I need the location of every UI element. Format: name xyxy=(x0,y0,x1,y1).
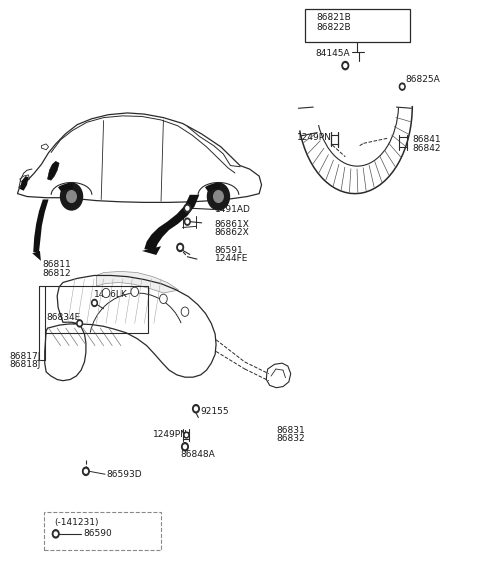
Circle shape xyxy=(185,434,188,437)
Circle shape xyxy=(177,243,183,251)
Polygon shape xyxy=(32,251,41,261)
Circle shape xyxy=(77,320,83,327)
Text: 86842: 86842 xyxy=(412,144,441,152)
Polygon shape xyxy=(20,176,28,190)
Polygon shape xyxy=(48,162,59,180)
Text: 1249PN: 1249PN xyxy=(297,133,331,142)
Circle shape xyxy=(92,299,97,306)
Text: 86832: 86832 xyxy=(276,434,304,443)
Text: 92155: 92155 xyxy=(201,407,229,415)
Text: 86812: 86812 xyxy=(43,268,72,278)
Bar xyxy=(45,286,148,333)
Circle shape xyxy=(78,322,81,325)
Circle shape xyxy=(183,445,186,449)
Text: 1491AD: 1491AD xyxy=(215,205,251,214)
Text: 86831: 86831 xyxy=(276,426,305,435)
Circle shape xyxy=(84,469,87,473)
Text: 86591: 86591 xyxy=(215,246,243,255)
Text: 86817J: 86817J xyxy=(9,352,41,360)
Circle shape xyxy=(214,190,223,202)
Circle shape xyxy=(181,442,188,451)
Text: 1416LK: 1416LK xyxy=(94,289,128,299)
Bar xyxy=(305,9,410,42)
Circle shape xyxy=(93,301,96,305)
Polygon shape xyxy=(142,246,161,255)
Text: 1244FE: 1244FE xyxy=(215,254,248,263)
Circle shape xyxy=(131,287,139,297)
Text: 86841: 86841 xyxy=(412,135,441,144)
Circle shape xyxy=(159,294,167,304)
Text: 86590: 86590 xyxy=(83,529,112,539)
Circle shape xyxy=(83,467,89,475)
Polygon shape xyxy=(33,199,48,252)
Text: 86821B: 86821B xyxy=(317,12,351,22)
Circle shape xyxy=(342,62,348,70)
Polygon shape xyxy=(96,271,179,293)
Polygon shape xyxy=(144,195,199,251)
Circle shape xyxy=(344,64,347,67)
Circle shape xyxy=(399,83,405,90)
Text: 86818J: 86818J xyxy=(9,360,41,369)
Text: 86848A: 86848A xyxy=(180,450,215,459)
Text: 86822B: 86822B xyxy=(317,22,351,32)
Circle shape xyxy=(184,204,191,212)
Text: 86825A: 86825A xyxy=(405,74,440,84)
Circle shape xyxy=(186,206,189,210)
Circle shape xyxy=(54,532,57,536)
Text: 86811: 86811 xyxy=(43,260,72,270)
Text: 86593D: 86593D xyxy=(106,470,142,479)
Circle shape xyxy=(184,432,189,438)
Circle shape xyxy=(179,246,182,249)
Text: 84145A: 84145A xyxy=(316,49,350,58)
Circle shape xyxy=(192,405,199,413)
Circle shape xyxy=(207,183,229,210)
Text: 86861X: 86861X xyxy=(215,220,250,229)
Circle shape xyxy=(186,220,189,223)
Text: (-141231): (-141231) xyxy=(54,517,99,527)
Text: 1249PN: 1249PN xyxy=(153,430,188,439)
Text: 86834E: 86834E xyxy=(47,313,81,322)
Bar xyxy=(44,512,161,550)
Circle shape xyxy=(52,530,59,538)
Circle shape xyxy=(184,218,190,225)
Circle shape xyxy=(401,85,404,88)
Circle shape xyxy=(102,288,110,298)
Circle shape xyxy=(60,183,83,210)
Text: 86862X: 86862X xyxy=(215,228,250,237)
Circle shape xyxy=(181,307,189,316)
Circle shape xyxy=(194,407,197,411)
Circle shape xyxy=(67,190,76,202)
